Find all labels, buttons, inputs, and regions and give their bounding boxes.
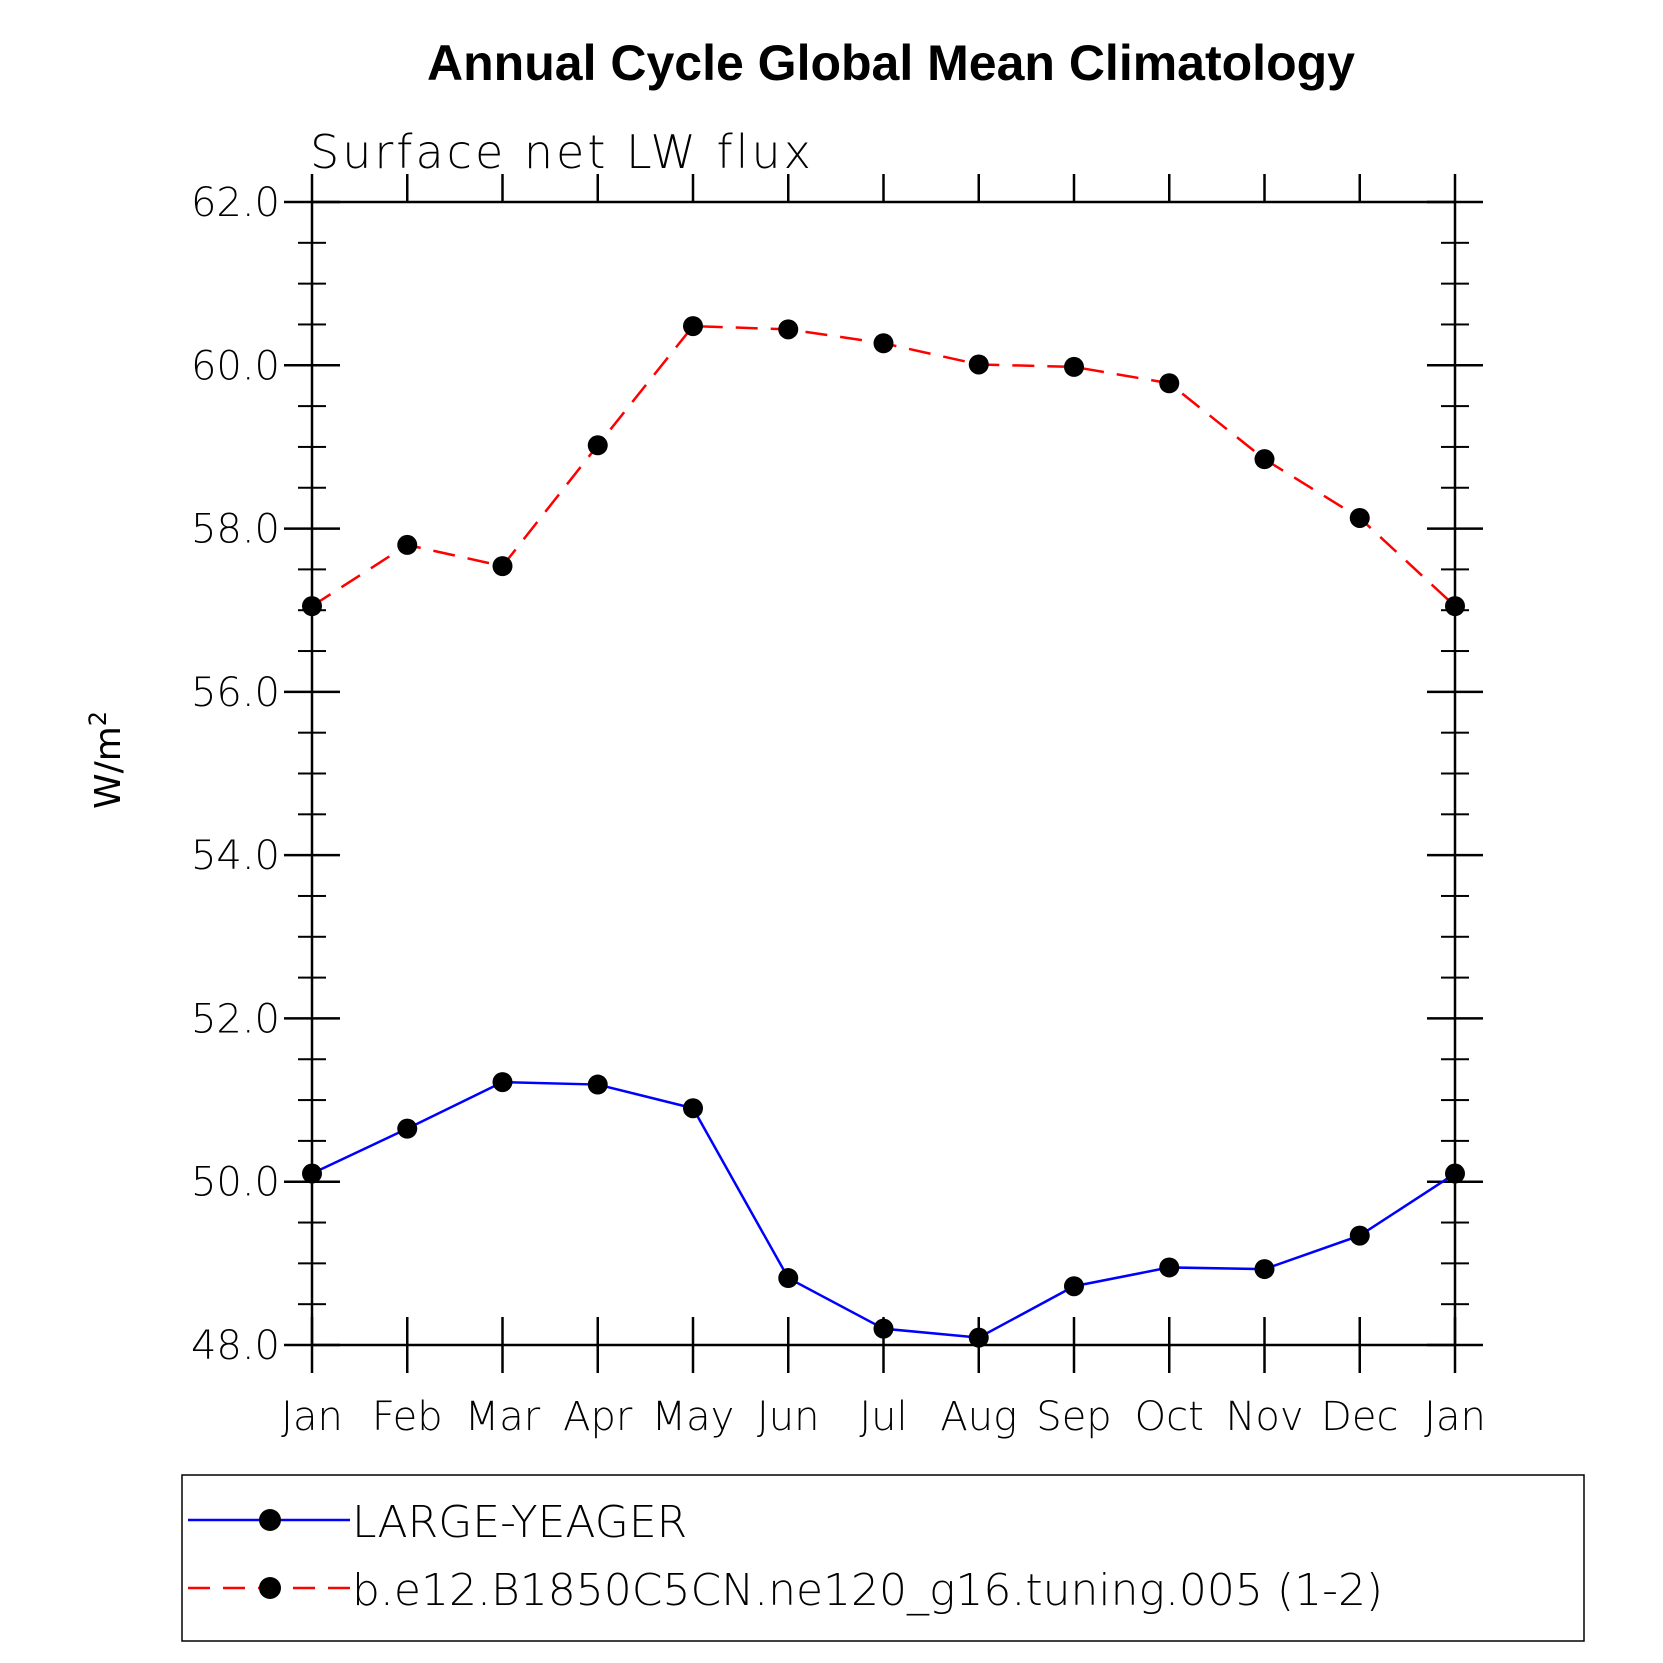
data-point xyxy=(302,596,322,617)
legend-label-large-yeager: LARGE-YEAGER xyxy=(352,1497,687,1548)
y-tick-label: 62.0 xyxy=(191,180,280,226)
data-point xyxy=(587,1074,608,1095)
x-tick-label: Apr xyxy=(563,1394,633,1440)
data-point xyxy=(587,435,608,456)
x-tick-label: Aug xyxy=(940,1394,1017,1440)
data-point xyxy=(778,319,799,340)
x-tick-label: Oct xyxy=(1135,1394,1204,1440)
data-point xyxy=(778,1268,799,1289)
legend-box xyxy=(181,1474,1585,1642)
y-tick-label: 56.0 xyxy=(191,670,280,716)
data-point xyxy=(1349,1225,1370,1246)
data-point xyxy=(873,333,894,354)
x-tick-label: Jul xyxy=(859,1394,907,1440)
data-point xyxy=(683,1098,703,1119)
data-point xyxy=(1254,1259,1275,1280)
x-tick-label: Feb xyxy=(372,1394,443,1440)
data-point xyxy=(1064,356,1084,377)
data-point xyxy=(1445,1163,1465,1184)
data-point xyxy=(1159,1257,1180,1278)
data-point xyxy=(968,354,989,375)
y-tick-label: 48.0 xyxy=(191,1323,280,1369)
data-point xyxy=(1349,507,1370,528)
y-tick-label: 58.0 xyxy=(191,507,280,553)
data-point xyxy=(873,1318,894,1339)
svg-text:W/m2: W/m2 xyxy=(84,711,129,809)
y-tick-label: 50.0 xyxy=(191,1160,280,1206)
legend-marker-large-yeager xyxy=(259,1509,281,1531)
series-layer xyxy=(302,316,1465,1348)
y-axis-label: W/m2 xyxy=(84,711,129,809)
data-point xyxy=(397,1118,418,1139)
data-point xyxy=(492,1072,513,1093)
chart-title: Annual Cycle Global Mean Climatology xyxy=(427,35,1355,91)
series-line-0 xyxy=(311,1080,1456,1339)
x-tick-label: Jan xyxy=(1424,1394,1486,1440)
data-point xyxy=(1064,1276,1084,1297)
data-point xyxy=(302,1163,322,1184)
y-tick-label: 52.0 xyxy=(191,996,280,1042)
legend-marker-b-e12 xyxy=(259,1577,281,1599)
plot-frame xyxy=(310,200,1457,1347)
legend-label-b-e12: b.e12.B1850C5CN.ne120_g16.tuning.005 (1-… xyxy=(352,1565,1383,1616)
y-axis-label-text: W/m xyxy=(88,726,129,809)
data-point xyxy=(1445,596,1465,617)
y-axis-label-superscript: 2 xyxy=(84,711,112,726)
data-point xyxy=(968,1327,989,1348)
x-tick-label: Jan xyxy=(281,1394,343,1440)
data-point xyxy=(492,556,513,577)
x-tick-label: Mar xyxy=(465,1394,541,1440)
data-point xyxy=(683,316,703,337)
x-tick-label: Nov xyxy=(1225,1394,1303,1440)
x-tick-label: Jun xyxy=(757,1394,820,1440)
data-point xyxy=(1254,449,1275,470)
legend: LARGE-YEAGER b.e12.B1850C5CN.ne120_g16.t… xyxy=(181,1474,1585,1642)
data-point xyxy=(1159,373,1180,394)
x-tick-label: Sep xyxy=(1036,1394,1111,1440)
series-line-1 xyxy=(311,324,1456,608)
axes: Jan Feb Mar Apr May Jun Jul Aug Sep Oct Nov Dec Jan4… xyxy=(191,174,1486,1440)
x-tick-label: Dec xyxy=(1321,1394,1398,1440)
y-tick-label: 54.0 xyxy=(191,833,280,879)
x-tick-label: May xyxy=(652,1394,735,1440)
chart-subtitle: Surface net LW flux xyxy=(310,125,814,179)
y-tick-label: 60.0 xyxy=(191,343,280,389)
data-point xyxy=(397,534,418,555)
